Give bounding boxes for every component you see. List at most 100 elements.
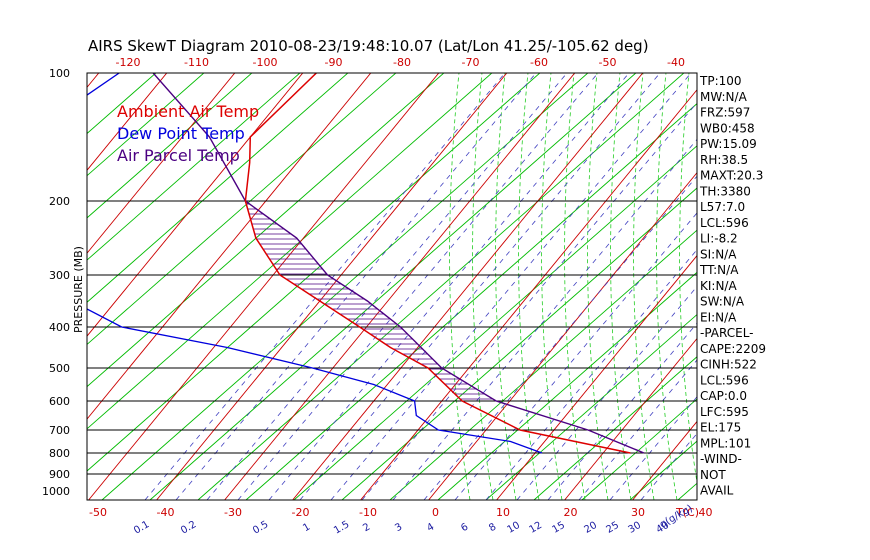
top-temp-tick-label: -50 xyxy=(599,56,617,69)
legend-entry: Ambient Air Temp xyxy=(117,102,259,121)
isotherm xyxy=(87,73,236,254)
mixing-ratio-label: 6 xyxy=(459,521,470,534)
moist-adiabat xyxy=(472,73,494,500)
mixing-ratio-line xyxy=(454,212,697,500)
dry-adiabat xyxy=(197,73,685,500)
dry-adiabat xyxy=(485,313,697,500)
dry-adiabat xyxy=(822,43,870,500)
mixing-ratio-line xyxy=(299,73,661,500)
mixing-ratio-line xyxy=(547,322,697,500)
isotherm xyxy=(87,73,372,420)
index-line: LCL:596 xyxy=(700,216,749,230)
dry-adiabat xyxy=(87,73,493,430)
bottom-temp-tick-label: -30 xyxy=(224,506,242,519)
mixing-ratio-label: 0.1 xyxy=(132,519,151,536)
sounding-curves xyxy=(87,73,645,454)
top-temp-tick-label: -100 xyxy=(253,56,278,69)
index-line: LFC:595 xyxy=(700,405,749,419)
index-line: AVAIL xyxy=(700,484,734,498)
top-temp-tick-label: -90 xyxy=(325,56,343,69)
dry-adiabat xyxy=(245,103,697,500)
top-temp-tick-label: -110 xyxy=(184,56,209,69)
top-temp-tick-label: -60 xyxy=(530,56,548,69)
pressure-tick-label: 800 xyxy=(49,447,70,460)
index-line: FRZ:597 xyxy=(700,106,750,120)
mixing-ratio-line xyxy=(516,285,697,500)
index-line: SI:N/A xyxy=(700,247,737,261)
grid-lines xyxy=(87,43,870,500)
isotherm xyxy=(360,89,697,500)
mixing-ratio-line xyxy=(144,73,506,500)
mixing-ratio-label: 20 xyxy=(582,520,599,536)
x-axis-unit: T(C) xyxy=(675,506,699,519)
dry-adiabat xyxy=(87,73,157,135)
mixing-ratio-line xyxy=(206,73,568,500)
mixing-ratio-label: 30 xyxy=(626,520,643,536)
dry-adiabat xyxy=(87,73,301,261)
ambient-temp-line xyxy=(244,73,631,454)
index-line: MW:N/A xyxy=(700,90,748,104)
y-axis-label: PRESSURE (MB) xyxy=(72,246,85,333)
mixing-ratio-label: 0.2 xyxy=(179,519,198,536)
moist-adiabat xyxy=(633,73,655,500)
dry-adiabat xyxy=(774,43,870,500)
dry-adiabat xyxy=(87,73,541,472)
index-line: TP:100 xyxy=(699,74,742,88)
dry-adiabat xyxy=(437,271,697,500)
legend: Ambient Air Temp Dew Point Temp Air Parcel… xyxy=(117,102,259,165)
parcel-temp-line xyxy=(152,73,645,454)
bottom-temp-tick-label: 0 xyxy=(432,506,439,519)
dewpoint-line xyxy=(87,73,543,454)
mixing-ratio-label: 0.5 xyxy=(251,519,270,536)
index-line: LCL:596 xyxy=(700,373,749,387)
index-line: L57:7.0 xyxy=(700,200,745,214)
isotherm xyxy=(87,73,304,337)
index-line: CINH:522 xyxy=(700,358,757,372)
mixing-ratio-line xyxy=(485,249,697,500)
chart-title: AIRS SkewT Diagram 2010-08-23/19:48:10.0… xyxy=(88,37,649,55)
isotherm xyxy=(632,420,697,500)
top-temp-tick-label: -80 xyxy=(393,56,411,69)
bottom-temp-tick-label: 40 xyxy=(699,506,713,519)
mixing-ratio-line xyxy=(175,73,537,500)
moist-adiabat xyxy=(518,73,540,500)
legend-entry: Dew Point Temp xyxy=(117,124,245,143)
legend-entry: Air Parcel Temp xyxy=(117,146,240,165)
mixing-ratio-label: 3 xyxy=(393,521,404,534)
mixing-ratio-line xyxy=(423,175,697,500)
dry-adiabat xyxy=(87,73,205,177)
top-temp-tick-label: -120 xyxy=(116,56,141,69)
dry-adiabat xyxy=(533,356,697,500)
mixing-ratio-line xyxy=(361,102,697,500)
index-line: MAXT:20.3 xyxy=(700,169,763,183)
pressure-tick-label: 400 xyxy=(49,321,70,334)
mixing-ratio-label: 12 xyxy=(527,520,544,536)
mixing-ratio-line xyxy=(330,73,692,500)
moist-adiabat xyxy=(679,73,697,485)
mixing-ratio-line xyxy=(578,359,697,500)
pressure-tick-label: 200 xyxy=(49,195,70,208)
index-line: CAP:0.0 xyxy=(700,389,747,403)
index-line: SW:N/A xyxy=(700,295,745,309)
top-temp-tick-label: -40 xyxy=(667,56,685,69)
bottom-temp-tick-label: -20 xyxy=(292,506,310,519)
isotherm xyxy=(837,53,870,500)
mixing-ratio-label: 1 xyxy=(301,521,312,534)
dry-adiabat xyxy=(341,187,697,500)
top-temp-tick-label: -70 xyxy=(462,56,480,69)
mixing-ratio-label: 15 xyxy=(550,520,567,536)
mixing-ratio-label: 10 xyxy=(505,520,522,536)
isotherm xyxy=(87,73,168,171)
bottom-temp-tick-label: 20 xyxy=(564,506,578,519)
dry-adiabat xyxy=(581,398,697,500)
mixing-ratio-label: 25 xyxy=(604,520,621,536)
index-line: NOT xyxy=(700,468,726,482)
moist-adiabat xyxy=(541,73,563,500)
bottom-temp-tick-label: -10 xyxy=(359,506,377,519)
moist-adiabat xyxy=(495,73,517,500)
index-line: LI:-8.2 xyxy=(700,232,738,246)
isotherm xyxy=(224,73,576,500)
